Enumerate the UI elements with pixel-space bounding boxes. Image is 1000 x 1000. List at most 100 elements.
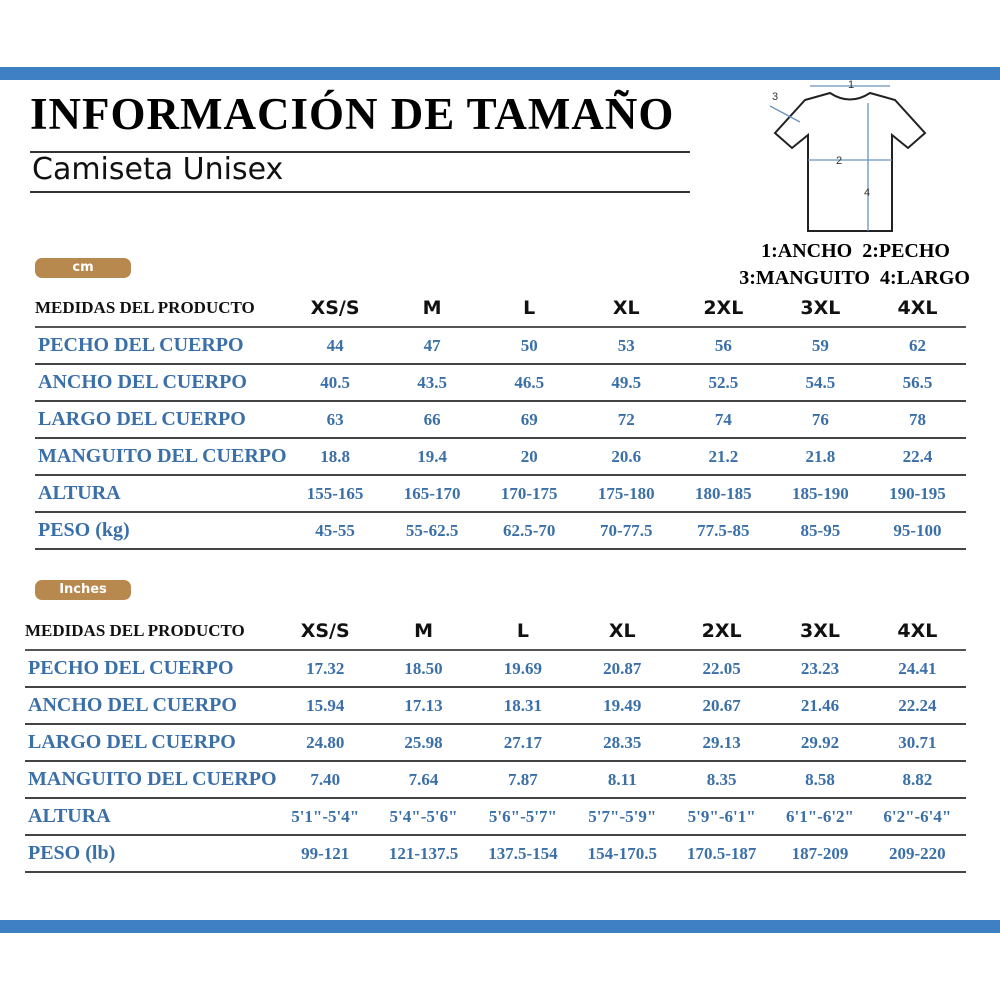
size-header: XL: [572, 613, 672, 651]
cell-value: 18.50: [373, 650, 474, 688]
cell-value: 187-209: [771, 835, 869, 873]
cell-value: 56: [674, 327, 772, 365]
top-blue-bar: [0, 67, 1000, 80]
cell-value: 27.17: [473, 724, 573, 762]
cell-value: 70-77.5: [577, 512, 675, 550]
table-row: PESO (lb) 99-121 121-137.5 137.5-154 154-170…: [25, 835, 966, 873]
size-header: 3XL: [771, 290, 869, 328]
table-row: ALTURA 155-165 165-170 170-175 175-180 180-18…: [35, 475, 966, 513]
cell-value: 20.87: [572, 650, 672, 688]
cell-value: 19.69: [473, 650, 573, 688]
size-header: 2XL: [671, 613, 772, 651]
cell-value: 185-190: [771, 475, 869, 513]
cell-value: 95-100: [868, 512, 966, 550]
cell-value: 15.94: [276, 687, 374, 725]
cell-value: 154-170.5: [572, 835, 672, 873]
diagram-label-2: 2: [836, 155, 842, 167]
cell-value: 8.82: [868, 761, 966, 799]
cell-value: 7.87: [473, 761, 573, 799]
cell-value: 85-95: [771, 512, 869, 550]
row-label: ALTURA: [35, 475, 287, 513]
cell-value: 22.05: [671, 650, 772, 688]
row-label: MANGUITO DEL CUERPO: [35, 438, 287, 476]
cell-value: 55-62.5: [383, 512, 481, 550]
size-table-cm: MEDIDAS DEL PRODUCTO XS/S M L XL 2XL 3XL 4XL PEC…: [35, 290, 966, 550]
row-label: ANCHO DEL CUERPO: [35, 364, 287, 402]
cell-value: 209-220: [868, 835, 966, 873]
table-row: LARGO DEL CUERPO 24.80 25.98 27.17 28.35 29.1…: [25, 724, 966, 762]
cell-value: 18.8: [286, 438, 384, 476]
cell-value: 72: [577, 401, 675, 439]
cell-value: 19.4: [383, 438, 481, 476]
size-header: 3XL: [771, 613, 869, 651]
cell-value: 44: [286, 327, 384, 365]
cell-value: 77.5-85: [674, 512, 772, 550]
cell-value: 22.4: [868, 438, 966, 476]
row-label: ANCHO DEL CUERPO: [25, 687, 277, 725]
size-header: 4XL: [868, 290, 966, 328]
table-row: ANCHO DEL CUERPO 15.94 17.13 18.31 19.49 20.6…: [25, 687, 966, 725]
row-label: MANGUITO DEL CUERPO: [25, 761, 277, 799]
cell-value: 50: [480, 327, 578, 365]
cell-value: 5'9"-6'1": [671, 798, 772, 836]
cell-value: 29.92: [771, 724, 869, 762]
cell-value: 49.5: [577, 364, 675, 402]
cell-value: 20: [480, 438, 578, 476]
cell-value: 5'4"-5'6": [373, 798, 474, 836]
cell-value: 25.98: [373, 724, 474, 762]
tshirt-diagram: 1 2 3 4: [769, 79, 927, 232]
cell-value: 180-185: [674, 475, 772, 513]
size-header: M: [383, 290, 481, 328]
table-row: MANGUITO DEL CUERPO 7.40 7.64 7.87 8.11 8.35 8…: [25, 761, 966, 799]
subtitle: Camiseta Unisex: [32, 152, 284, 187]
size-header: 4XL: [868, 613, 966, 651]
cell-value: 99-121: [276, 835, 374, 873]
table-row: PECHO DEL CUERPO 17.32 18.50 19.69 20.87 22.0…: [25, 650, 966, 688]
cell-value: 19.49: [572, 687, 672, 725]
cell-value: 21.2: [674, 438, 772, 476]
cell-value: 78: [868, 401, 966, 439]
cell-value: 5'1"-5'4": [276, 798, 374, 836]
size-header: M: [373, 613, 474, 651]
cell-value: 54.5: [771, 364, 869, 402]
legend-line-1: 1:ANCHO 2:PECHO: [761, 240, 950, 262]
cell-value: 24.41: [868, 650, 966, 688]
cell-value: 7.40: [276, 761, 374, 799]
table-row: PESO (kg) 45-55 55-62.5 62.5-70 70-77.5 77.5-…: [35, 512, 966, 550]
cell-value: 137.5-154: [473, 835, 573, 873]
cell-value: 21.46: [771, 687, 869, 725]
page-title: INFORMACIÓN DE TAMAÑO: [30, 89, 675, 139]
cell-value: 21.8: [771, 438, 869, 476]
diagram-legend: 1:ANCHO 2:PECHO 3:MANGUITO 4:LARGO: [739, 238, 970, 292]
cell-value: 20.67: [671, 687, 772, 725]
diagram-label-1: 1: [848, 79, 854, 91]
cell-value: 5'6"-5'7": [473, 798, 573, 836]
cell-value: 46.5: [480, 364, 578, 402]
header-row: MEDIDAS DEL PRODUCTO XS/S M L XL 2XL 3XL 4XL: [35, 290, 966, 328]
header-label: MEDIDAS DEL PRODUCTO: [25, 613, 277, 651]
cell-value: 59: [771, 327, 869, 365]
row-label: PESO (kg): [35, 512, 287, 550]
cell-value: 17.13: [373, 687, 474, 725]
table-row: ANCHO DEL CUERPO 40.5 43.5 46.5 49.5 52.5 54.5…: [35, 364, 966, 402]
cell-value: 74: [674, 401, 772, 439]
row-label: LARGO DEL CUERPO: [25, 724, 277, 762]
cell-value: 8.11: [572, 761, 672, 799]
cell-value: 69: [480, 401, 578, 439]
table-row: MANGUITO DEL CUERPO 18.8 19.4 20 20.6 21.2 21.…: [35, 438, 966, 476]
cell-value: 17.32: [276, 650, 374, 688]
diagram-label-4: 4: [864, 187, 870, 199]
cell-value: 5'7"-5'9": [572, 798, 672, 836]
cell-value: 190-195: [868, 475, 966, 513]
bottom-blue-bar: [0, 920, 1000, 933]
legend-line-2: 3:MANGUITO 4:LARGO: [739, 267, 970, 289]
unit-badge-cm: cm: [35, 258, 131, 278]
cell-value: 40.5: [286, 364, 384, 402]
divider: [30, 191, 690, 193]
cell-value: 29.13: [671, 724, 772, 762]
cell-value: 8.58: [771, 761, 869, 799]
size-header: 2XL: [674, 290, 772, 328]
table-row: LARGO DEL CUERPO 63 66 69 72 74 76 78: [35, 401, 966, 439]
cell-value: 7.64: [373, 761, 474, 799]
row-label: PECHO DEL CUERPO: [35, 327, 287, 365]
